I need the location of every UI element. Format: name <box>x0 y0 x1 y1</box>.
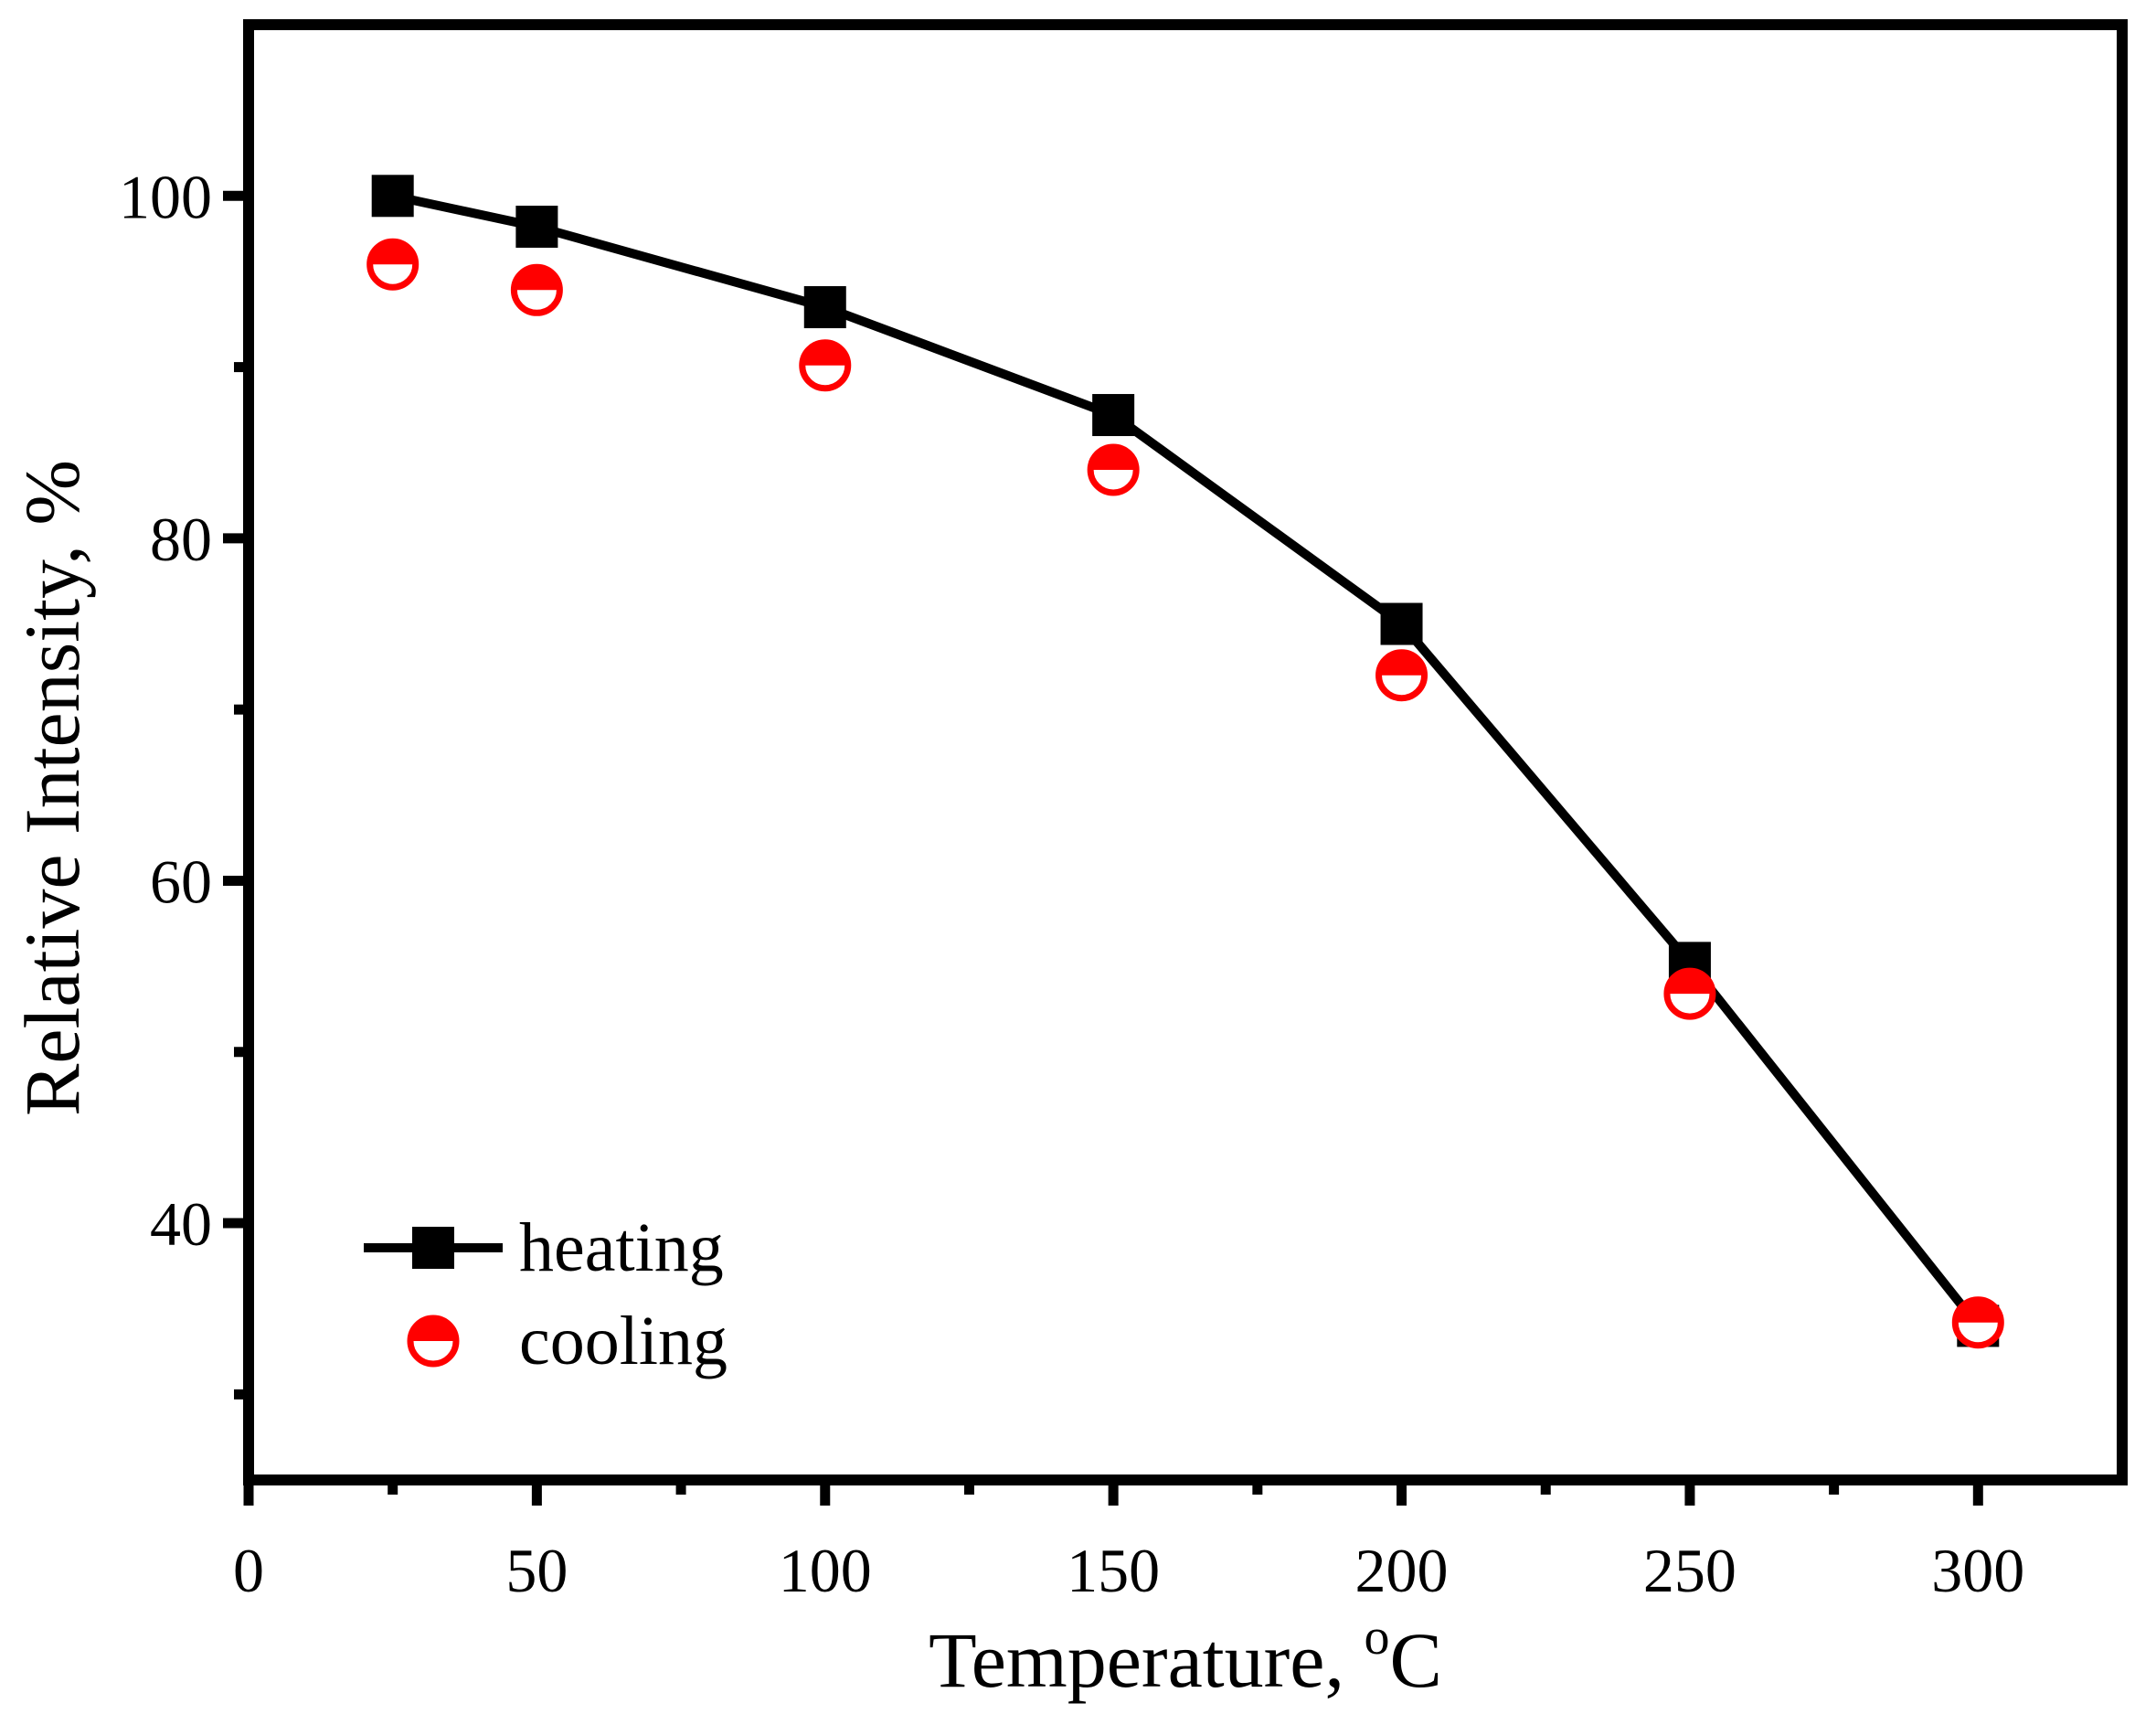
y-tick-label: 80 <box>150 505 212 574</box>
legend-cooling-label: cooling <box>519 1303 728 1379</box>
heating-point <box>1092 394 1135 437</box>
cooling-marker-fill <box>410 1318 456 1341</box>
cooling-point <box>1375 649 1428 702</box>
x-tick-label: 200 <box>1355 1536 1449 1605</box>
cooling-point <box>366 238 420 291</box>
cooling-marker-fill <box>369 241 416 265</box>
legend-heating-label: heating <box>519 1209 724 1286</box>
cooling-marker-fill <box>1378 652 1425 676</box>
cooling-point <box>799 339 852 392</box>
cooling-marker-fill <box>1955 1299 2002 1323</box>
legend-heating-marker <box>412 1227 454 1269</box>
heating-point <box>1380 602 1423 645</box>
legend: heating cooling <box>364 1209 728 1379</box>
cooling-point <box>510 263 563 316</box>
cooling-marker-fill <box>514 267 560 291</box>
y-axis-title: Relative Intensity, % <box>8 460 96 1116</box>
x-tick-label: 0 <box>233 1536 264 1605</box>
y-tick-label: 100 <box>119 162 212 231</box>
x-axis-title-unit: C <box>1389 1616 1441 1704</box>
x-tick-label: 250 <box>1643 1536 1736 1605</box>
series-layer <box>366 175 2004 1349</box>
cooling-marker-fill <box>1666 971 1713 995</box>
x-tick-label: 300 <box>1931 1536 2024 1605</box>
x-axis-title-superscript: o <box>1364 1609 1389 1666</box>
heating-point <box>515 206 558 249</box>
cooling-point <box>1663 967 1716 1020</box>
x-tick-label: 50 <box>505 1536 568 1605</box>
labels-layer: 0 50 100 150 200 250 300 40 60 80 100 <box>119 162 2024 1605</box>
cooling-point <box>1087 443 1140 496</box>
x-axis-title: Temperature, oC <box>929 1609 1442 1704</box>
y-tick-label: 60 <box>150 846 212 916</box>
x-axis-title-text: Temperature, <box>929 1616 1364 1704</box>
cooling-marker-fill <box>802 342 848 366</box>
heating-point <box>371 175 414 218</box>
x-tick-label: 150 <box>1067 1536 1160 1605</box>
cooling-point <box>1951 1296 2004 1349</box>
heating-point <box>803 286 846 329</box>
x-tick-label: 100 <box>779 1536 872 1605</box>
plot-frame <box>243 19 2128 1485</box>
ticks-layer <box>223 190 1983 1506</box>
y-tick-label: 40 <box>150 1189 212 1259</box>
legend-cooling-marker <box>407 1315 460 1368</box>
cooling-marker-fill <box>1090 446 1137 470</box>
